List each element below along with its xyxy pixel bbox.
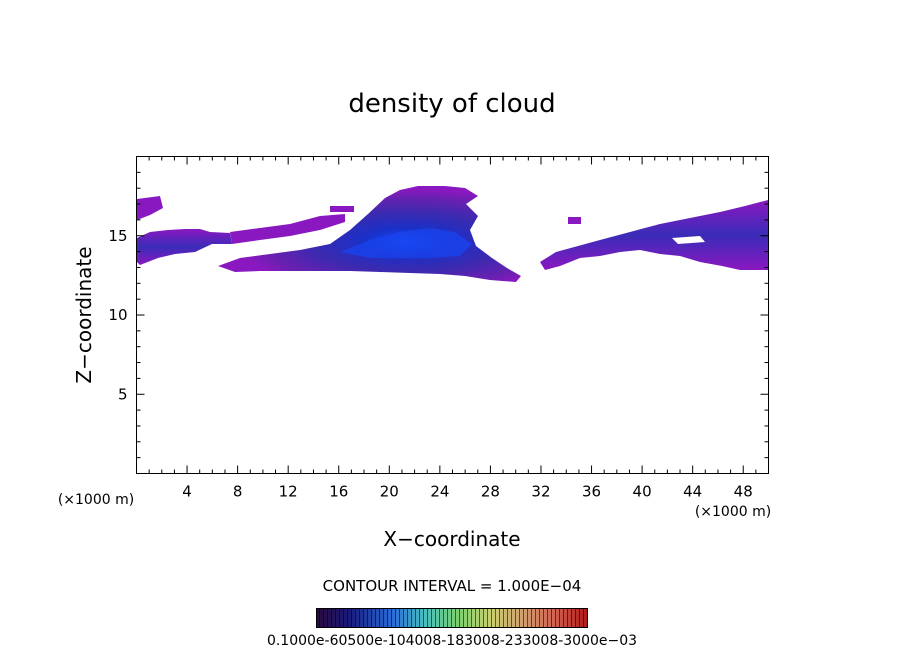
cloud-region-thin-tail-upper <box>230 214 345 244</box>
cloud-region-small-cell-x34 <box>568 217 581 224</box>
x-tick-label: 20 <box>380 483 399 501</box>
x-tick-label: 12 <box>279 483 298 501</box>
x-tick-label: 8 <box>233 483 243 501</box>
x-tick-label: 4 <box>182 483 192 501</box>
cloud-region-main-core <box>340 228 472 258</box>
x-tick-label: 40 <box>633 483 652 501</box>
cloud-region-main-anvil <box>218 186 521 282</box>
colorbar-labels: 0.1000e-60500e-104008-183008-233008-3000… <box>267 633 637 649</box>
minor-ticks <box>136 156 769 474</box>
y-axis-ticks: 5 10 15 <box>108 227 769 403</box>
x-tick-label: 44 <box>683 483 702 501</box>
cloud-region-small-cell-x15 <box>330 206 354 212</box>
x-tick-label: 24 <box>430 483 449 501</box>
colorbar-stripes <box>316 608 588 628</box>
x-axis-label: X−coordinate <box>383 527 520 551</box>
cloud-region-left-edge-band <box>137 229 232 265</box>
x-tick-label: 48 <box>734 483 753 501</box>
x-tick-label: 16 <box>329 483 348 501</box>
contour-interval-text: CONTOUR INTERVAL = 1.000E−04 <box>323 577 582 595</box>
cloud-region-left-top-patch <box>137 196 163 220</box>
cloud-field <box>137 186 768 282</box>
x-unit-label-right: (×1000 m) <box>695 504 771 520</box>
colorbar <box>316 608 588 628</box>
y-tick-label: 10 <box>108 306 127 324</box>
chart-title: density of cloud <box>348 89 555 119</box>
x-tick-label: 28 <box>481 483 500 501</box>
y-axis-label: Z−coordinate <box>72 246 96 383</box>
colorbar-border <box>316 608 588 628</box>
y-tick-label: 15 <box>108 227 127 245</box>
x-axis-ticks: 4 8 12 16 20 24 28 32 36 40 44 48 <box>182 156 753 501</box>
cloud-region-right-gap <box>672 236 705 244</box>
y-tick-label: 5 <box>118 385 128 403</box>
x-unit-label-left: (×1000 m) <box>58 492 134 508</box>
cloud-region-right-band <box>540 200 768 270</box>
x-tick-label: 36 <box>582 483 601 501</box>
x-tick-label: 32 <box>531 483 550 501</box>
